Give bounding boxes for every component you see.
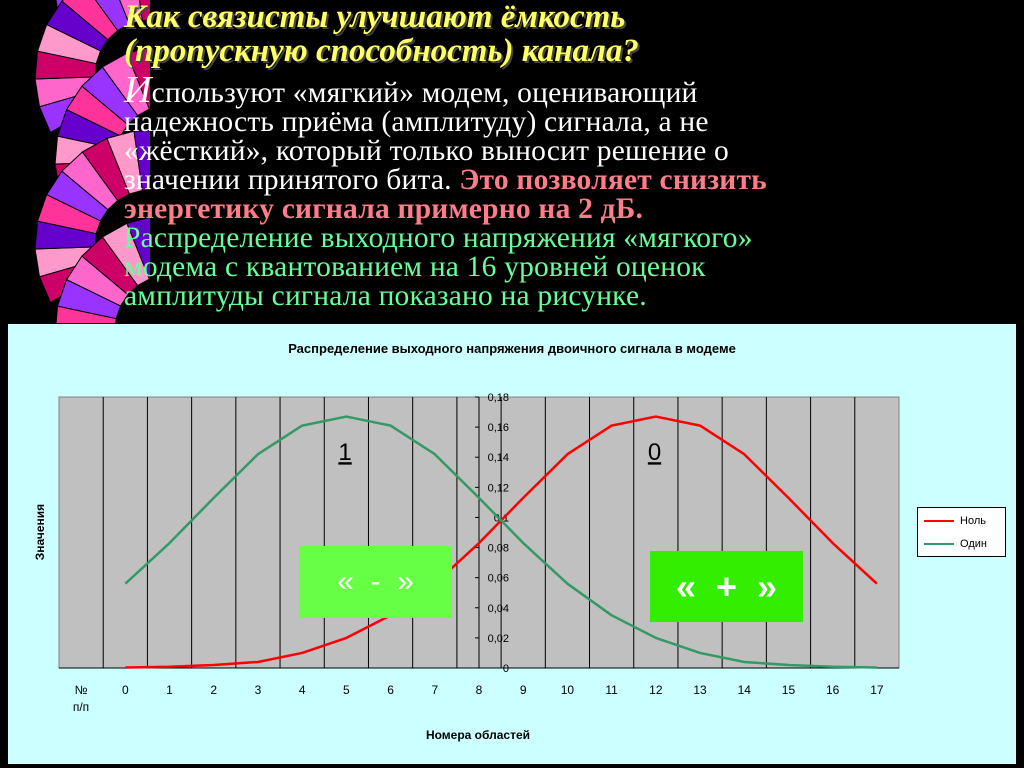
fan-segment (126, 46, 150, 110)
body-line-1-text: спользуют «мягкий» модем, оценивающий (151, 77, 698, 109)
x-tick-label: 14 (738, 683, 752, 697)
fan-segment (138, 0, 150, 22)
x-tick-label: 11 (605, 683, 618, 697)
body-line-7: модема с квантованием на 16 уровней оцен… (124, 251, 706, 283)
x-tick-label: 9 (520, 683, 527, 697)
body-line-3: «жёсткий», который только выносит решени… (124, 135, 730, 167)
y-tick-label: 0,04 (488, 603, 509, 615)
body-line-8: амплитуды сигнала показано на рисунке. (124, 280, 647, 312)
fan-segment (133, 130, 150, 192)
x-tick-label: 0 (122, 683, 129, 697)
x-header-label-line1: № (75, 683, 88, 697)
y-axis-title: Значения (33, 504, 47, 560)
body-line-6: Распределение выходного напряжения «мягк… (124, 222, 753, 254)
chart-legend: Ноль Один (917, 507, 1006, 557)
body-line-2: надежность приёма (амплитуду) сигнала, а… (124, 106, 709, 138)
x-tick-label: 12 (649, 683, 663, 697)
slide-heading: Как связисты улучшают ёмкость (пропускну… (124, 0, 1019, 68)
legend-entry-zero: Ноль (918, 511, 1005, 531)
heading-line-1: Как связисты улучшают ёмкость (124, 0, 626, 35)
x-tick-label: 10 (561, 683, 575, 697)
x-header-label-line2: п/п (73, 700, 89, 714)
x-tick-label: 4 (299, 683, 306, 697)
x-tick-label: 17 (870, 683, 884, 697)
x-tick-label: 5 (343, 683, 350, 697)
fan-segment (61, 0, 119, 41)
legend-entry-one: Один (918, 534, 1005, 554)
x-tick-label: 16 (826, 683, 840, 697)
body-line-1: Используют «мягкий» модем, оценивающий (124, 71, 1019, 109)
y-tick-label: 0,06 (488, 573, 509, 585)
x-axis-title: Номера областей (426, 728, 530, 742)
drop-cap: И (124, 69, 152, 111)
body-line-4-text: значении принятого бита. (124, 164, 452, 196)
slide-body-text: Используют «мягкий» модем, оценивающий н… (124, 71, 1019, 312)
y-tick-label: 0 (503, 663, 509, 675)
body-line-4: значении принятого бита. Это позволяет с… (124, 164, 1019, 196)
chart-svg: Распределение выходного напряжения двоич… (33, 341, 900, 742)
x-tick-label: 3 (255, 683, 262, 697)
x-tick-label: 7 (431, 683, 438, 697)
legend-label-one: Один (960, 538, 987, 550)
y-tick-label: 0,14 (488, 452, 509, 464)
curve-annotation: 0 (648, 439, 661, 466)
x-tick-label: 6 (387, 683, 394, 697)
fan-segment (119, 0, 143, 25)
fan-segment (126, 216, 150, 280)
highlight-text-1: Это позволяет снизить (459, 164, 767, 196)
y-tick-label: 0,18 (488, 392, 509, 404)
y-tick-label: 0,08 (488, 543, 509, 555)
y-tick-label: 0,16 (488, 422, 509, 434)
x-tick-label: 1 (166, 683, 173, 697)
plus-label-box: « + » (650, 551, 803, 622)
x-tick-label: 8 (476, 683, 483, 697)
curve-annotation: 1 (338, 439, 351, 466)
legend-swatch-zero (924, 520, 954, 522)
highlight-text-2: энергетику сигнала примерно на 2 дБ. (124, 193, 644, 225)
chart-panel: Распределение выходного напряжения двоич… (7, 323, 1017, 765)
legend-swatch-one (924, 543, 954, 545)
x-tick-label: 2 (210, 683, 217, 697)
y-tick-label: 0,12 (488, 482, 509, 494)
x-tick-label: 13 (693, 683, 707, 697)
heading-line-2: (пропускную способность) канала? (124, 33, 639, 69)
decorative-fan-ornament (34, 0, 150, 330)
y-tick-label: 0,02 (488, 633, 509, 645)
x-tick-label: 15 (782, 683, 796, 697)
chart-title: Распределение выходного напряжения двоич… (288, 341, 736, 356)
legend-label-zero: Ноль (960, 515, 986, 527)
minus-label-box: « - » (299, 546, 452, 618)
series-line-one (124, 415, 877, 669)
fan-segment (94, 0, 131, 32)
